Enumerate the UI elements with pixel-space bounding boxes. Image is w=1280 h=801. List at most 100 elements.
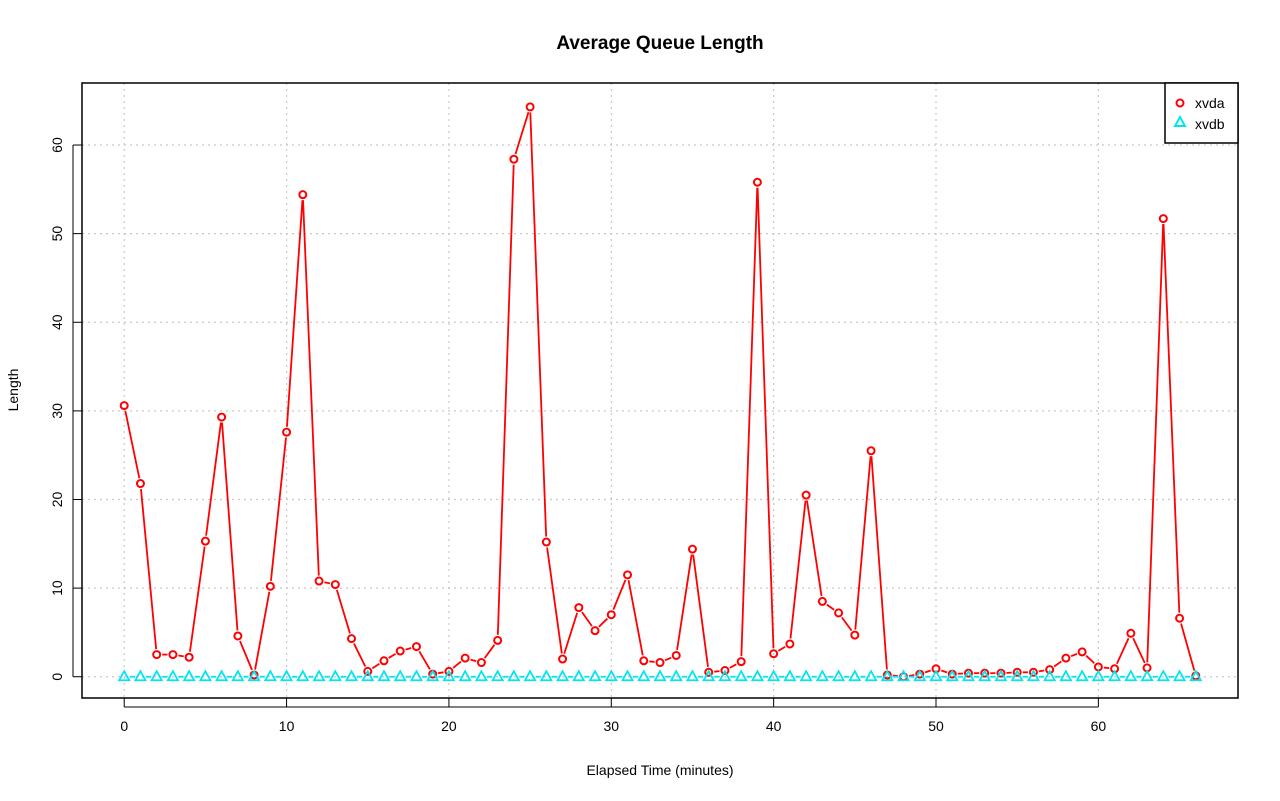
data-point xyxy=(850,630,860,640)
data-point xyxy=(444,666,454,676)
data-point xyxy=(961,669,976,682)
y-axis: 0 10 20 30 40 50 60 xyxy=(49,137,82,681)
data-point xyxy=(215,669,229,682)
legend: xvda xvdb xyxy=(1164,82,1239,144)
data-point xyxy=(897,669,911,682)
data-point xyxy=(767,669,781,682)
series-xvdb xyxy=(117,669,1203,682)
data-point xyxy=(1028,667,1038,677)
data-point xyxy=(848,669,862,682)
series-line-segment xyxy=(692,554,709,667)
data-point xyxy=(817,596,827,606)
series-line-segment xyxy=(140,488,158,650)
series-line-segment xyxy=(924,669,932,674)
data-point xyxy=(620,669,635,682)
y-tick-label: 10 xyxy=(49,580,65,596)
series-line-segment xyxy=(1132,637,1146,664)
data-point xyxy=(588,669,602,682)
x-axis-label: Elapsed Time (minutes) xyxy=(586,762,733,778)
series-line-segment xyxy=(189,546,206,652)
data-point xyxy=(265,581,275,591)
series-line-segment xyxy=(756,187,775,649)
series-line-segment xyxy=(483,644,496,659)
data-point xyxy=(815,669,829,682)
data-point xyxy=(799,669,813,682)
data-point xyxy=(734,669,748,682)
data-point xyxy=(379,656,389,666)
data-point xyxy=(198,669,212,682)
series-line-segment xyxy=(437,671,444,675)
series-line-segment xyxy=(529,112,548,537)
data-point xyxy=(653,669,667,682)
data-point xyxy=(1173,669,1187,682)
series-line-segment xyxy=(1038,669,1045,673)
series-line-segment xyxy=(546,547,563,654)
data-point xyxy=(393,669,407,682)
data-point xyxy=(509,154,519,164)
series-line-segment xyxy=(1085,655,1095,664)
data-point xyxy=(460,653,470,663)
series-line-segment xyxy=(940,669,948,674)
data-point xyxy=(945,669,959,682)
data-point xyxy=(233,631,243,641)
data-point xyxy=(1045,665,1055,675)
data-point xyxy=(330,580,340,590)
data-point xyxy=(395,646,405,656)
data-point xyxy=(200,536,210,546)
data-point xyxy=(1059,669,1073,682)
data-point xyxy=(1026,669,1040,682)
series-line-segment xyxy=(221,422,239,631)
data-point xyxy=(525,102,535,112)
data-point xyxy=(572,669,586,682)
x-tick-label: 10 xyxy=(279,718,295,734)
data-point xyxy=(133,669,147,682)
series-line-segment xyxy=(286,200,304,427)
series-line-segment xyxy=(676,554,693,651)
series-line-segment xyxy=(1103,666,1110,670)
data-point xyxy=(783,669,797,682)
series-xvda xyxy=(119,102,1201,682)
x-tick-label: 20 xyxy=(441,718,457,734)
data-point xyxy=(718,669,732,682)
data-point xyxy=(168,650,178,660)
data-point xyxy=(913,669,927,682)
data-point xyxy=(344,669,359,682)
y-tick-label: 20 xyxy=(49,492,65,508)
data-point xyxy=(1043,669,1057,682)
series-line-segment xyxy=(124,410,141,479)
series-line-segment xyxy=(405,647,412,651)
data-point xyxy=(152,650,162,660)
series-line-segment xyxy=(870,456,888,670)
x-tick-label: 0 xyxy=(120,718,128,734)
y-tick-label: 40 xyxy=(49,314,65,330)
data-point xyxy=(296,669,310,682)
data-point xyxy=(377,669,391,682)
data-point xyxy=(361,669,375,682)
data-point xyxy=(1175,613,1185,623)
series-line-segment xyxy=(612,579,627,610)
data-point xyxy=(363,666,373,676)
data-point xyxy=(491,669,505,682)
series-line-segment xyxy=(777,646,786,652)
data-point xyxy=(539,669,553,682)
data-point xyxy=(880,669,894,682)
series-line-segment xyxy=(1053,660,1062,668)
y-tick-label: 60 xyxy=(49,137,65,153)
series-line-segment xyxy=(841,616,853,632)
plot-frame xyxy=(81,82,1239,699)
data-point xyxy=(866,446,876,456)
series-line-segment xyxy=(452,660,462,669)
legend-label-xvdb: xvdb xyxy=(1195,116,1225,132)
data-point xyxy=(637,669,651,682)
series-line-segment xyxy=(1070,653,1078,658)
series-line-segment xyxy=(1180,623,1196,671)
series-line-segment xyxy=(336,589,351,634)
data-point xyxy=(704,667,714,677)
data-point xyxy=(1158,214,1168,224)
data-point xyxy=(558,654,568,664)
data-point xyxy=(117,669,131,682)
x-tick-label: 30 xyxy=(604,718,620,734)
series-line-segment xyxy=(254,591,271,670)
data-point xyxy=(736,657,746,667)
